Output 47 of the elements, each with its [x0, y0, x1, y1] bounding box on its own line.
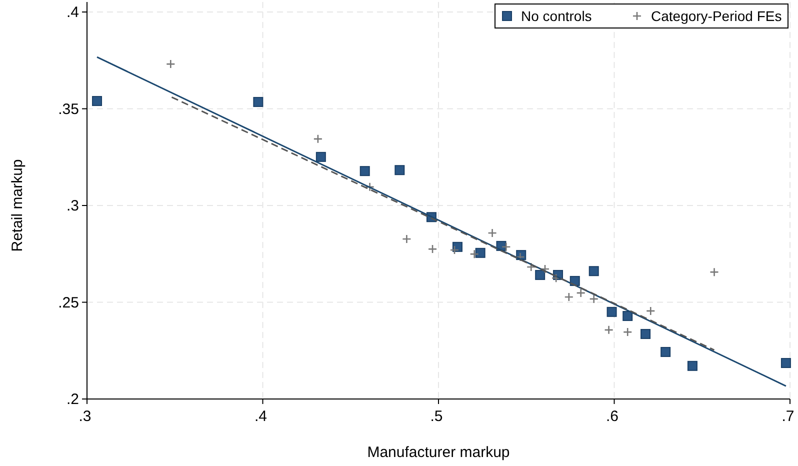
point — [402, 234, 412, 244]
point — [535, 270, 546, 280]
point — [604, 325, 614, 335]
x-tick-label: .6 — [606, 408, 619, 425]
point — [622, 327, 632, 337]
point — [576, 288, 586, 298]
point — [475, 248, 486, 258]
y-tick-label: .35 — [58, 100, 79, 118]
point — [710, 267, 719, 277]
point — [166, 59, 176, 69]
point — [316, 152, 326, 162]
point — [394, 165, 405, 176]
point — [551, 273, 561, 283]
point — [540, 264, 550, 274]
point — [564, 292, 574, 302]
y-tick-label: .25 — [58, 294, 79, 312]
x-tick-label: .4 — [254, 408, 268, 425]
y-tick-label: .3 — [66, 198, 79, 214]
point — [488, 228, 497, 238]
y-tick-label: .2 — [66, 391, 79, 408]
y-axis-title: Retail markup — [9, 159, 26, 252]
point — [365, 182, 374, 192]
point — [313, 134, 323, 144]
point — [450, 245, 460, 255]
point — [687, 360, 698, 371]
point — [588, 266, 599, 276]
point — [253, 96, 264, 107]
point — [646, 306, 656, 316]
point — [606, 306, 617, 317]
point — [428, 244, 438, 254]
point — [360, 166, 370, 176]
point — [640, 328, 651, 339]
point — [526, 262, 536, 272]
point — [470, 249, 480, 259]
point — [502, 242, 511, 252]
x-tick-label: .5 — [430, 408, 443, 425]
point — [622, 310, 633, 321]
x-tick-label: .7 — [782, 408, 794, 425]
x-tick-label: .3 — [78, 408, 92, 425]
x-axis-title: Manufacturer markup — [367, 444, 510, 461]
point — [92, 96, 102, 106]
point — [589, 294, 599, 304]
point — [660, 346, 671, 357]
legend-label: Category-Period FEs — [651, 8, 782, 24]
legend-label: No controls — [521, 8, 592, 24]
y-tick-label: .4 — [66, 4, 79, 21]
point — [780, 358, 791, 368]
